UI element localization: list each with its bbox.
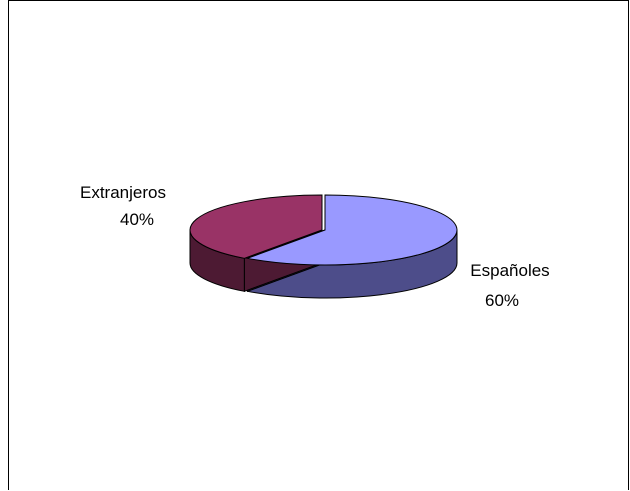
slice-label-extranjeros-name: Extranjeros (80, 183, 166, 202)
slice-label-espanoles-percent: 60% (485, 291, 519, 310)
pie-slices (189, 194, 458, 299)
slice-top-espanoles (245, 194, 458, 266)
slice-label-espanoles-name: Españoles (470, 261, 549, 280)
slice-top-extranjeros (189, 194, 323, 259)
slice-label-extranjeros-percent: 40% (120, 210, 154, 229)
